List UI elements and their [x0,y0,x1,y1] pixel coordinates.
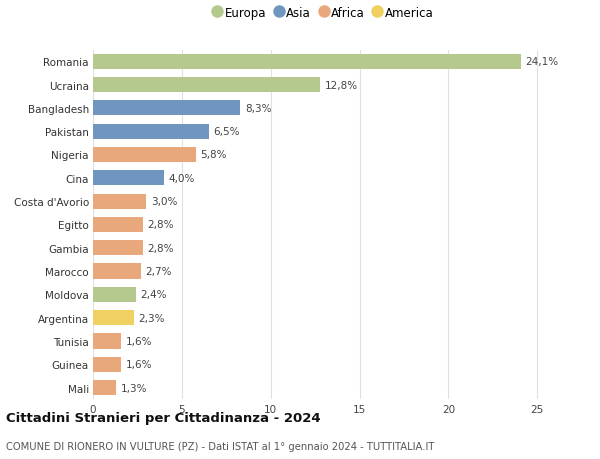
Text: 2,4%: 2,4% [140,290,167,300]
Text: 6,5%: 6,5% [213,127,239,137]
Text: 1,3%: 1,3% [121,383,147,393]
Text: 1,6%: 1,6% [126,359,152,369]
Bar [93,287,136,302]
Text: 3,0%: 3,0% [151,196,177,207]
Bar [93,194,146,209]
Text: Cittadini Stranieri per Cittadinanza - 2024: Cittadini Stranieri per Cittadinanza - 2… [6,412,320,425]
Bar [93,380,116,395]
Text: 24,1%: 24,1% [526,57,559,67]
Bar [93,171,164,186]
Text: 2,7%: 2,7% [145,266,172,276]
Bar [93,357,121,372]
Bar [93,264,141,279]
Text: 8,3%: 8,3% [245,104,271,114]
Text: 2,8%: 2,8% [147,220,173,230]
Text: 12,8%: 12,8% [325,80,358,90]
Text: 1,6%: 1,6% [126,336,152,346]
Text: 2,3%: 2,3% [139,313,165,323]
Text: COMUNE DI RIONERO IN VULTURE (PZ) - Dati ISTAT al 1° gennaio 2024 - TUTTITALIA.I: COMUNE DI RIONERO IN VULTURE (PZ) - Dati… [6,441,434,451]
Text: 2,8%: 2,8% [147,243,173,253]
Bar [93,55,521,70]
Bar [93,148,196,162]
Bar [93,101,241,116]
Bar [93,78,320,93]
Text: 5,8%: 5,8% [200,150,227,160]
Legend: Europa, Asia, Africa, America: Europa, Asia, Africa, America [209,2,439,25]
Bar [93,334,121,349]
Bar [93,124,209,140]
Bar [93,218,143,232]
Bar [93,241,143,256]
Text: 4,0%: 4,0% [169,174,195,184]
Bar [93,310,134,325]
